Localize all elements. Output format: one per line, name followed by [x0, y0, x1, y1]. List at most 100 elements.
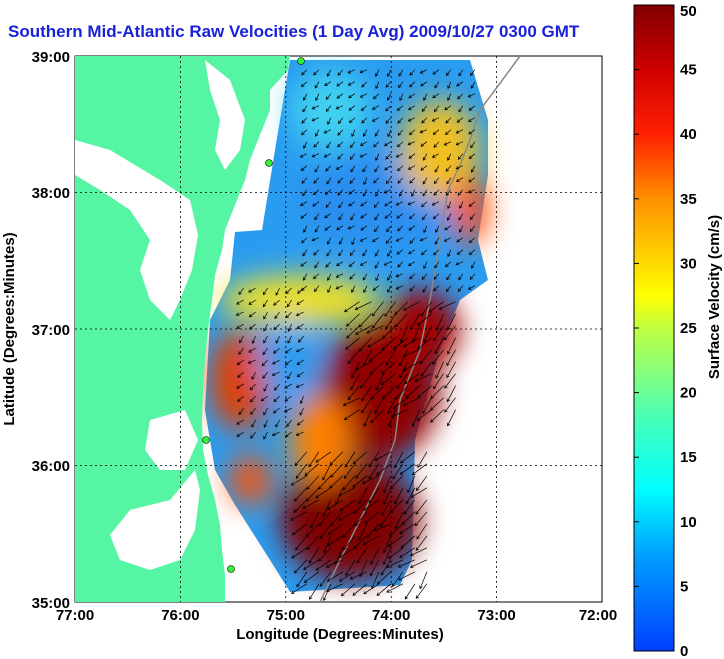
velocity-arrow	[377, 571, 392, 585]
velocity-arrow	[432, 117, 440, 122]
velocity-arrow-head	[342, 534, 347, 538]
velocity-arrow	[301, 81, 308, 87]
velocity-arrow-head	[319, 583, 324, 587]
velocity-arrow-head	[302, 277, 307, 281]
velocity-arrow-head	[432, 71, 437, 75]
velocity-arrow	[285, 311, 292, 318]
velocity-arrow-head	[336, 262, 340, 266]
velocity-arrow-head	[447, 253, 451, 258]
velocity-arrow	[262, 371, 268, 379]
velocity-arrow-head	[336, 83, 341, 87]
colorbar-tick-label: 20	[680, 385, 697, 402]
velocity-arrow-head	[362, 541, 367, 546]
velocity-arrow-head	[283, 409, 288, 413]
velocity-arrow	[421, 273, 428, 280]
velocity-arrow-head	[311, 154, 316, 158]
velocity-arrow	[372, 237, 380, 242]
velocity-arrow	[456, 129, 464, 134]
velocity-arrow	[386, 177, 392, 184]
velocity-arrow	[408, 105, 416, 110]
velocity-arrow-head	[348, 191, 352, 195]
velocity-arrow-head	[296, 373, 301, 378]
velocity-arrow	[263, 335, 268, 344]
velocity-arrow	[359, 69, 368, 73]
velocity-arrow	[432, 93, 440, 99]
velocity-arrow-head	[468, 118, 472, 122]
velocity-arrow	[392, 571, 404, 587]
velocity-arrow	[444, 225, 452, 231]
velocity-arrow-head	[419, 70, 424, 74]
velocity-arrow-head	[358, 323, 363, 328]
velocity-arrow-head	[323, 154, 328, 158]
velocity-arrow-head	[394, 311, 398, 316]
velocity-arrow	[456, 141, 464, 146]
velocity-arrow-head	[375, 387, 379, 391]
velocity-arrow	[444, 373, 456, 389]
velocity-arrow-head	[297, 290, 301, 294]
velocity-arrow	[433, 373, 444, 389]
velocity-arrow-head	[432, 215, 437, 220]
velocity-arrow	[306, 487, 320, 502]
velocity-arrow	[364, 511, 380, 524]
velocity-arrow-head	[324, 227, 329, 231]
velocity-arrow	[372, 301, 384, 317]
velocity-arrow-head	[447, 205, 451, 210]
velocity-arrow-head	[362, 168, 366, 173]
velocity-arrow	[301, 177, 308, 184]
velocity-arrow-head	[296, 583, 300, 588]
velocity-arrow-head	[403, 511, 407, 515]
velocity-arrow-head	[397, 180, 402, 184]
velocity-arrow-head	[351, 374, 355, 379]
velocity-arrow-head	[407, 166, 412, 170]
velocity-arrow-head	[415, 547, 420, 551]
velocity-arrow-head	[458, 229, 463, 233]
velocity-arrow	[385, 153, 392, 160]
velocity-arrow-head	[469, 216, 474, 221]
velocity-arrow	[326, 141, 332, 148]
velocity-arrow	[301, 237, 308, 244]
velocity-arrow	[361, 81, 368, 88]
velocity-arrow	[383, 475, 392, 493]
velocity-arrow-head	[386, 410, 391, 415]
velocity-arrow	[389, 499, 404, 513]
velocity-arrow	[349, 261, 356, 267]
velocity-arrow-head	[313, 144, 317, 148]
velocity-arrow	[369, 349, 384, 362]
velocity-arrow-head	[347, 396, 352, 401]
velocity-arrow	[339, 237, 344, 245]
velocity-arrow	[408, 165, 416, 170]
velocity-arrow-head	[299, 154, 304, 158]
velocity-arrow	[335, 285, 344, 289]
velocity-arrow-head	[470, 144, 474, 149]
velocity-arrow-head	[301, 180, 306, 184]
velocity-arrow	[340, 499, 356, 511]
velocity-arrow	[458, 105, 464, 112]
velocity-arrow-head	[327, 277, 331, 281]
velocity-arrow	[355, 361, 372, 371]
velocity-arrow	[292, 523, 308, 535]
velocity-arrow	[314, 213, 320, 220]
velocity-arrow-head	[330, 474, 334, 478]
velocity-arrow-head	[327, 542, 331, 546]
velocity-arrow	[422, 153, 428, 161]
velocity-arrow	[468, 285, 476, 290]
velocity-arrow-head	[445, 192, 450, 196]
velocity-arrow	[446, 361, 456, 378]
velocity-arrow	[423, 93, 428, 101]
velocity-arrow	[301, 165, 308, 171]
velocity-arrow-head	[446, 217, 451, 221]
velocity-arrow	[296, 311, 304, 316]
velocity-arrow	[415, 535, 428, 551]
velocity-arrow-head	[371, 106, 376, 110]
velocity-arrow-head	[400, 544, 405, 549]
velocity-arrow	[291, 547, 308, 559]
velocity-arrow-head	[384, 215, 389, 219]
velocity-arrow	[398, 559, 416, 568]
velocity-arrow	[325, 189, 332, 195]
velocity-arrow	[361, 117, 368, 124]
velocity-arrow-head	[338, 204, 342, 209]
velocity-arrow-head	[387, 289, 391, 293]
velocity-arrow	[273, 323, 280, 330]
velocity-arrow-head	[430, 407, 434, 411]
velocity-arrow-head	[296, 301, 301, 305]
